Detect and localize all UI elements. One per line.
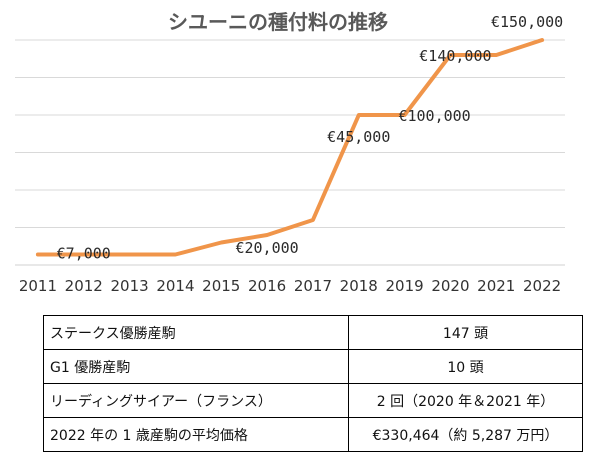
row-label: リーディングサイアー（フランス） (43, 383, 349, 418)
x-axis-ticks: 2011 2012 2013 2014 2015 2016 2017 2018 2019 2020… (19, 277, 561, 295)
x-tick-label: 2020 (431, 277, 469, 295)
info-table: ステークス優勝産駒 147 頭 G1 優勝産駒 10 頭リーディングサイアー（フランス… (43, 315, 583, 452)
series-line (35, 38, 545, 257)
x-tick-label: 2017 (294, 277, 332, 295)
data-labels: €7,000 €20,000 €45,000 €100,000 €140,000€150… (57, 13, 564, 263)
row-value: 147 頭 (348, 315, 583, 350)
row-label: G1 優勝産駒 (43, 349, 349, 384)
gridlines (15, 39, 565, 266)
row-label: 2022 年の 1 歳産駒の平均価格 (43, 417, 349, 452)
x-tick-label: 2012 (65, 277, 103, 295)
row-value: €330,464（約 5,287 万円） (348, 417, 583, 452)
x-tick-label: 2015 (202, 277, 240, 295)
x-tick-label: 2018 (340, 277, 378, 295)
data-label: €140,000 (419, 47, 491, 65)
line-chart: シユーニの種付料の推移 2011 2012 2013 2014 2015 2016 2017… (15, 10, 565, 295)
data-label: €20,000 (235, 239, 298, 257)
data-label: €150,000 (491, 13, 563, 31)
data-label: €7,000 (57, 245, 111, 263)
table-row: ステークス優勝産駒 147 頭 (43, 315, 583, 350)
x-tick-label: 2013 (110, 277, 148, 295)
data-label: €45,000 (327, 128, 390, 146)
x-tick-label: 2022 (523, 277, 561, 295)
x-tick-label: 2011 (19, 277, 57, 295)
row-value: 10 頭 (348, 349, 583, 384)
chart-title: シユーニの種付料の推移 (168, 10, 388, 34)
row-label: ステークス優勝産駒 (43, 315, 349, 350)
data-label: €100,000 (398, 107, 470, 125)
x-tick-label: 2021 (477, 277, 515, 295)
info-table-body: ステークス優勝産駒 147 頭 G1 優勝産駒 10 頭リーディングサイアー（フランス… (43, 315, 583, 452)
table-row: リーディングサイアー（フランス） 2 回（2020 年＆2021 年） (43, 383, 583, 418)
x-tick-label: 2016 (248, 277, 286, 295)
table-row: 2022 年の 1 歳産駒の平均価格 €330,464（約 5,287 万円） (43, 417, 583, 452)
x-tick-label: 2019 (385, 277, 423, 295)
x-tick-label: 2014 (156, 277, 194, 295)
table-row: G1 優勝産駒 10 頭 (43, 349, 583, 384)
row-value: 2 回（2020 年＆2021 年） (348, 383, 583, 418)
